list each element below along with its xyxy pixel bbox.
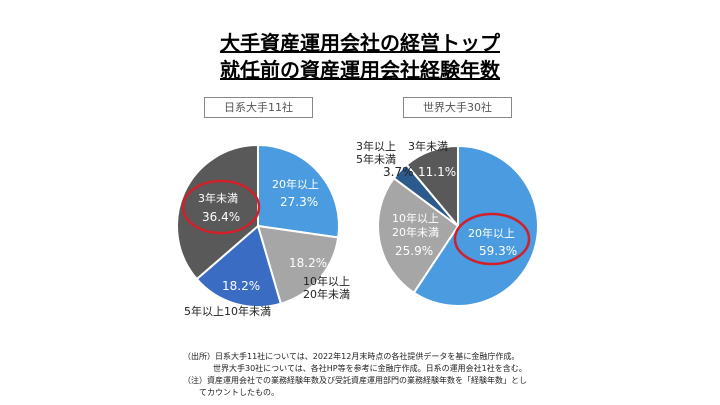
left-value-5: 18.2% bbox=[222, 279, 261, 293]
right-value-35: 3.7% bbox=[383, 165, 414, 179]
pie-0-slice-1 bbox=[256, 224, 340, 305]
pie-0-highlight-ellipse bbox=[181, 179, 261, 235]
right-label-10a: 10年以上 bbox=[392, 212, 439, 225]
left-label-3: 3年未満 bbox=[198, 192, 238, 205]
footnote-2: てカウントしたもの。 bbox=[199, 388, 279, 397]
pie-1-slice-0 bbox=[412, 144, 539, 307]
left-value-10: 18.2% bbox=[289, 256, 328, 270]
title-line-1: 大手資産運用会社の経営トップ bbox=[220, 31, 500, 55]
right-value-3: 11.1% bbox=[418, 165, 457, 179]
right-chart-title: 世界大手30社 bbox=[403, 97, 512, 118]
pie-1-slice-1 bbox=[377, 176, 460, 295]
left-label-10b: 20年未満 bbox=[303, 288, 350, 301]
left-label-5: 5年以上10年未満 bbox=[184, 305, 271, 318]
right-label-10b: 20年未満 bbox=[392, 226, 439, 239]
pie-1-highlight-ellipse bbox=[453, 212, 531, 266]
left-label-20: 20年以上 bbox=[272, 178, 319, 191]
source-note-2: 世界大手30社については、各社HP等を参考に金融庁作成。日系の運用会社1社を含む… bbox=[213, 364, 527, 373]
title-line-2: 就任前の資産運用会社経験年数 bbox=[220, 58, 500, 82]
right-label-35b: 5年未満 bbox=[356, 153, 396, 166]
right-label-20: 20年以上 bbox=[468, 227, 515, 240]
left-chart-title: 日系大手11社 bbox=[204, 97, 313, 118]
left-value-20: 27.3% bbox=[280, 195, 319, 209]
right-value-20: 59.3% bbox=[479, 244, 518, 258]
left-label-10a: 10年以上 bbox=[303, 275, 350, 288]
pie-1-slice-3 bbox=[405, 144, 459, 229]
pie-0-slice-3 bbox=[176, 143, 259, 281]
left-value-3: 36.4% bbox=[202, 210, 241, 224]
right-label-3: 3年未満 bbox=[408, 140, 448, 153]
right-value-10: 25.9% bbox=[395, 244, 434, 258]
pie-0-slice-2 bbox=[195, 224, 283, 308]
source-note-1: （出所）日系大手11社については、2022年12月末時点の各社提供データを基に金… bbox=[183, 352, 520, 361]
right-label-35a: 3年以上 bbox=[356, 140, 396, 153]
footnote-1: （注）資産運用会社での業務経験年数及び受託資産運用部門の業務経験年数を「経験年数… bbox=[183, 376, 527, 385]
pie-0-slice-0 bbox=[257, 143, 340, 239]
